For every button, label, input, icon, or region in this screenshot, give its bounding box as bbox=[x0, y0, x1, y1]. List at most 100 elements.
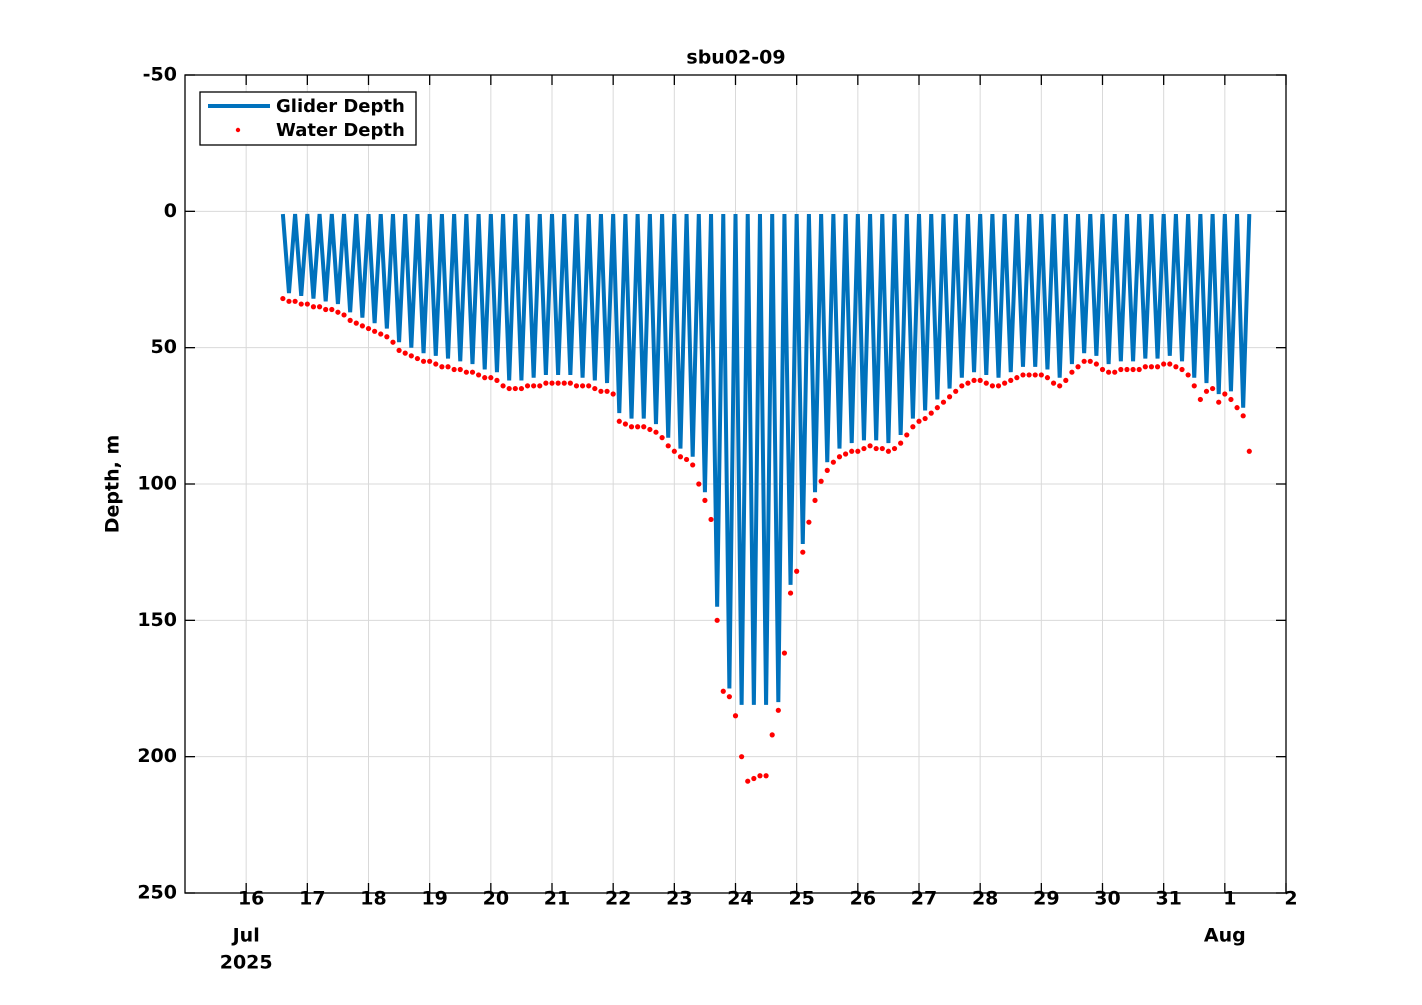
water-depth-point bbox=[1148, 364, 1155, 370]
water-depth-point bbox=[414, 355, 421, 362]
water-depth-point bbox=[341, 312, 347, 318]
water-depth-point bbox=[1210, 385, 1216, 392]
water-depth-point bbox=[977, 377, 983, 383]
water-depth-point bbox=[451, 366, 457, 373]
water-depth-point bbox=[1161, 361, 1167, 367]
water-depth-point bbox=[739, 754, 745, 760]
water-depth-point bbox=[1118, 366, 1124, 373]
water-depth-point bbox=[1106, 369, 1112, 375]
water-depth-point bbox=[1026, 372, 1032, 378]
water-depth-point bbox=[616, 418, 622, 424]
water-depth-point bbox=[1002, 380, 1008, 386]
water-depth-point bbox=[1222, 391, 1228, 397]
water-depth-point bbox=[420, 358, 427, 364]
water-depth-point bbox=[1069, 369, 1075, 375]
water-depth-point bbox=[989, 383, 996, 389]
water-depth-point bbox=[898, 440, 904, 446]
water-depth-point bbox=[506, 385, 512, 392]
axes-box bbox=[184, 74, 1287, 894]
x-tick-label: 18 bbox=[360, 888, 386, 910]
water-depth-point bbox=[794, 568, 800, 574]
water-depth-point bbox=[751, 775, 757, 782]
x-tick-label: 30 bbox=[1094, 888, 1120, 910]
water-depth-point bbox=[1032, 372, 1038, 378]
water-depth-point bbox=[1173, 364, 1179, 370]
water-depth-point bbox=[310, 304, 317, 310]
water-depth-point bbox=[280, 295, 286, 302]
water-depth-point bbox=[800, 549, 806, 555]
water-depth-point bbox=[329, 306, 335, 313]
water-depth-point bbox=[1099, 366, 1106, 373]
water-depth-point bbox=[1050, 380, 1057, 386]
legend-box bbox=[199, 91, 417, 146]
water-depth-point bbox=[653, 429, 659, 435]
water-depth-point bbox=[433, 361, 439, 367]
water-depth-point bbox=[1179, 366, 1185, 373]
x-tick-label: 16 bbox=[238, 888, 264, 910]
water-depth-point bbox=[849, 448, 855, 454]
water-depth-point bbox=[469, 369, 476, 375]
water-depth-point bbox=[1020, 372, 1026, 378]
x-tick-label: 25 bbox=[788, 888, 814, 910]
water-depth-point bbox=[806, 519, 812, 525]
x-tick-label: 23 bbox=[666, 888, 692, 910]
water-depth-point bbox=[286, 298, 292, 304]
water-depth-point bbox=[830, 459, 836, 465]
water-depth-point bbox=[457, 366, 463, 373]
water-depth-point bbox=[861, 445, 867, 452]
water-depth-point bbox=[463, 369, 469, 375]
water-depth-point bbox=[855, 448, 861, 454]
water-depth-point bbox=[946, 394, 953, 400]
water-depth-point bbox=[427, 358, 433, 364]
water-depth-point bbox=[1191, 383, 1197, 389]
x-tick-label: 20 bbox=[483, 888, 509, 910]
water-depth-point bbox=[953, 388, 959, 394]
water-depth-point bbox=[671, 448, 677, 454]
water-depth-point bbox=[323, 306, 329, 313]
water-depth-point bbox=[891, 445, 898, 452]
water-depth-point bbox=[702, 497, 708, 503]
water-depth-point bbox=[1240, 413, 1246, 419]
water-depth-point bbox=[1234, 405, 1240, 411]
water-depth-point bbox=[298, 301, 304, 307]
water-depth-point bbox=[1063, 377, 1069, 383]
water-depth-point bbox=[396, 347, 402, 353]
water-depth-point bbox=[353, 320, 359, 326]
water-depth-point bbox=[494, 377, 500, 383]
water-depth-point bbox=[965, 380, 971, 386]
water-depth-point bbox=[628, 424, 635, 430]
water-depth-point bbox=[384, 334, 390, 340]
water-depth-point bbox=[873, 445, 879, 452]
water-depth-point bbox=[732, 713, 739, 719]
water-depth-point bbox=[439, 364, 445, 370]
x-tick-label: 22 bbox=[605, 888, 631, 910]
legend-label: Glider Depth bbox=[276, 96, 405, 117]
water-depth-point bbox=[690, 462, 696, 468]
y-tick-label: 250 bbox=[137, 882, 177, 904]
water-depth-point bbox=[928, 410, 934, 416]
x-tick-label: 26 bbox=[850, 888, 876, 910]
y-tick-label: 50 bbox=[151, 336, 177, 358]
water-depth-point bbox=[1008, 377, 1014, 383]
water-depth-point bbox=[372, 328, 378, 334]
water-depth-point bbox=[1246, 448, 1252, 454]
water-depth-point bbox=[708, 516, 714, 523]
water-depth-point bbox=[659, 435, 665, 441]
water-depth-point bbox=[292, 298, 298, 304]
water-depth-point bbox=[677, 454, 684, 460]
water-depth-point bbox=[531, 383, 537, 389]
water-depth-point bbox=[1216, 399, 1222, 405]
water-depth-point bbox=[359, 323, 365, 329]
x-tick-label: 21 bbox=[544, 888, 570, 910]
water-depth-point bbox=[1185, 372, 1191, 378]
x-sublabel: Aug bbox=[1204, 925, 1246, 947]
water-depth-point bbox=[995, 383, 1002, 389]
water-depth-point bbox=[482, 375, 488, 381]
x-tick-label: 2 bbox=[1284, 888, 1297, 910]
water-depth-point bbox=[573, 383, 580, 389]
water-depth-point bbox=[910, 424, 916, 430]
water-depth-point bbox=[335, 309, 341, 315]
x-tick-label: 19 bbox=[421, 888, 447, 910]
